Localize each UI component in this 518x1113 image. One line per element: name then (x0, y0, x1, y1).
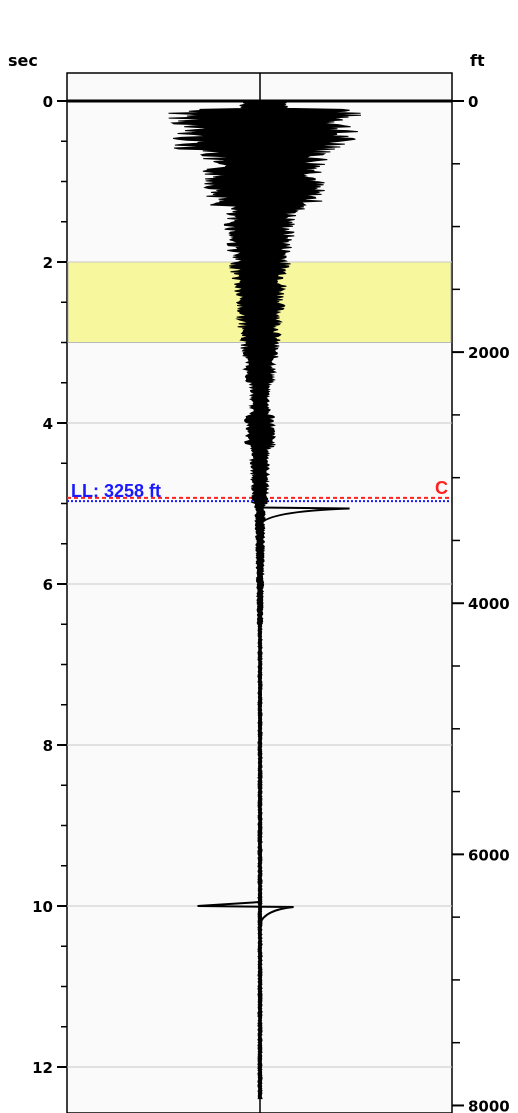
right-tick-label: 8000 (468, 1097, 510, 1113)
right-tick-label: 6000 (468, 846, 510, 864)
left-axis-unit: sec (8, 51, 38, 70)
left-tick-label: 8 (43, 737, 53, 755)
marker-label-ll: LL: 3258 ft (71, 481, 161, 501)
right-axis-unit: ft (470, 51, 485, 70)
reflection-spike (197, 901, 294, 925)
right-axis: 0 2000 4000 6000 8000 (452, 93, 510, 1113)
right-tick-label: 2000 (468, 344, 510, 362)
left-tick-label: 12 (32, 1059, 53, 1077)
waveform-trace (168, 102, 362, 1100)
waveform-spikes (67, 99, 452, 925)
marker-label-c: C (435, 478, 448, 498)
left-tick-label: 4 (43, 415, 53, 433)
right-tick-label: 0 (468, 93, 478, 111)
reflection-spike (259, 503, 350, 527)
left-axis: 0 2 4 6 8 10 12 (32, 93, 67, 1077)
left-tick-label: 6 (43, 576, 53, 594)
right-tick-label: 4000 (468, 595, 510, 613)
left-tick-label: 2 (43, 254, 53, 272)
left-tick-label: 10 (32, 898, 53, 916)
left-tick-label: 0 (43, 93, 53, 111)
